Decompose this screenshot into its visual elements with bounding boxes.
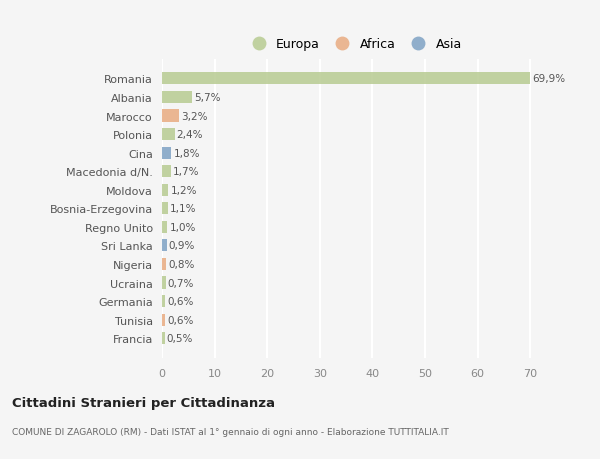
- Text: 0,6%: 0,6%: [167, 297, 194, 307]
- Bar: [162, 92, 192, 104]
- Text: 5,7%: 5,7%: [194, 93, 221, 103]
- Text: 1,8%: 1,8%: [173, 148, 200, 158]
- Bar: [162, 221, 167, 233]
- Bar: [162, 277, 166, 289]
- Bar: [162, 332, 164, 344]
- Bar: [162, 314, 165, 326]
- Bar: [162, 129, 175, 141]
- Bar: [162, 240, 167, 252]
- Text: 1,2%: 1,2%: [170, 185, 197, 196]
- Text: 69,9%: 69,9%: [532, 74, 565, 84]
- Bar: [162, 147, 172, 159]
- Text: 2,4%: 2,4%: [177, 130, 203, 140]
- Bar: [162, 73, 530, 85]
- Text: 0,7%: 0,7%: [168, 278, 194, 288]
- Bar: [162, 258, 166, 270]
- Text: 1,1%: 1,1%: [170, 204, 196, 214]
- Bar: [162, 203, 168, 215]
- Bar: [162, 110, 179, 122]
- Text: COMUNE DI ZAGAROLO (RM) - Dati ISTAT al 1° gennaio di ogni anno - Elaborazione T: COMUNE DI ZAGAROLO (RM) - Dati ISTAT al …: [12, 427, 449, 436]
- Bar: [162, 296, 165, 308]
- Bar: [162, 185, 169, 196]
- Text: 0,9%: 0,9%: [169, 241, 195, 251]
- Text: 0,6%: 0,6%: [167, 315, 194, 325]
- Text: 1,7%: 1,7%: [173, 167, 200, 177]
- Text: 3,2%: 3,2%: [181, 111, 208, 121]
- Text: 0,5%: 0,5%: [167, 333, 193, 343]
- Text: 1,0%: 1,0%: [169, 222, 196, 232]
- Text: 0,8%: 0,8%: [169, 259, 194, 269]
- Text: Cittadini Stranieri per Cittadinanza: Cittadini Stranieri per Cittadinanza: [12, 396, 275, 409]
- Bar: [162, 166, 171, 178]
- Legend: Europa, Africa, Asia: Europa, Africa, Asia: [241, 33, 467, 56]
